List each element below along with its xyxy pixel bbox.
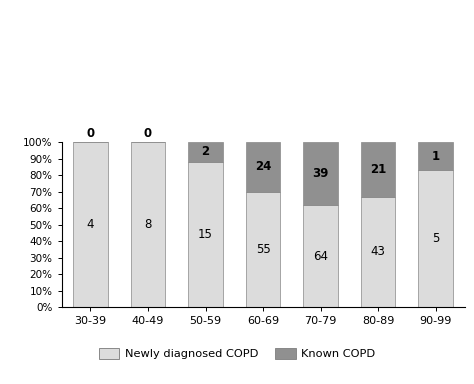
Text: 0: 0: [86, 127, 94, 140]
Text: 8: 8: [144, 218, 152, 231]
Text: 64: 64: [313, 250, 328, 263]
Bar: [361, 142, 395, 197]
Bar: [188, 162, 223, 307]
Bar: [361, 197, 395, 307]
Text: 21: 21: [370, 163, 386, 176]
Text: known versus newly diagnosed COPD patients
distributed by patients’ ages and by : known versus newly diagnosed COPD patien…: [12, 4, 356, 55]
Text: 5: 5: [432, 232, 439, 245]
Legend: Newly diagnosed COPD, Known COPD: Newly diagnosed COPD, Known COPD: [94, 343, 380, 364]
Bar: [246, 192, 280, 307]
Bar: [131, 142, 165, 307]
Text: 43: 43: [371, 245, 386, 258]
Text: 24: 24: [255, 161, 271, 173]
Bar: [188, 142, 223, 162]
Text: 55: 55: [255, 243, 271, 256]
Text: 15: 15: [198, 228, 213, 241]
Bar: [419, 170, 453, 307]
Text: 1: 1: [432, 150, 440, 162]
Bar: [419, 142, 453, 170]
Text: 2: 2: [201, 146, 210, 159]
Bar: [303, 205, 338, 307]
Bar: [246, 142, 280, 192]
Text: 39: 39: [312, 167, 329, 180]
Bar: [303, 142, 338, 205]
Text: 0: 0: [144, 127, 152, 140]
Text: 4: 4: [87, 218, 94, 231]
Bar: [73, 142, 108, 307]
